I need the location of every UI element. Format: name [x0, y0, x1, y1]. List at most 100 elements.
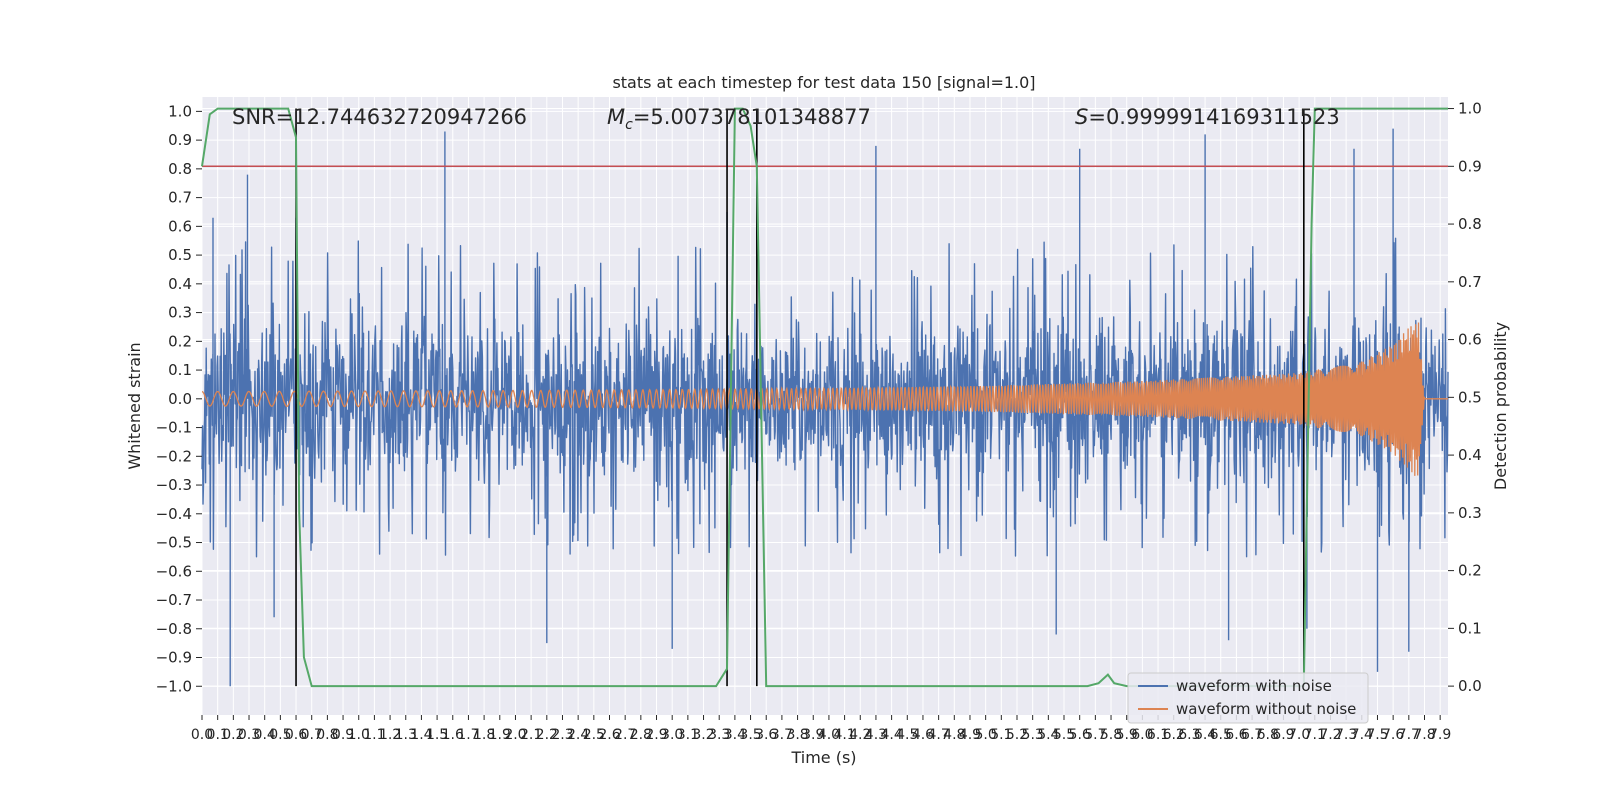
- x-tick-label: 2.8: [630, 727, 652, 743]
- x-tick-label: 3.9: [802, 727, 824, 743]
- x-tick-label: 2.1: [520, 727, 542, 743]
- x-tick-label: 0.0: [191, 727, 213, 743]
- x-tick-label: 2.3: [551, 727, 573, 743]
- y2-tick-label: 0.6: [1458, 331, 1482, 349]
- y2-tick-label: 0.4: [1458, 446, 1482, 464]
- x-tick-label: 7.5: [1366, 727, 1388, 743]
- y-tick-label: 0.1: [168, 361, 192, 379]
- x-tick-label: 1.3: [395, 727, 417, 743]
- y-tick-label: −0.6: [156, 562, 192, 580]
- x-tick-label: 3.4: [724, 727, 746, 743]
- x-tick-label: 0.4: [254, 727, 276, 743]
- x-tick-label: 6.8: [1257, 727, 1279, 743]
- y-tick-label: −1.0: [156, 677, 192, 695]
- y-tick-label: 0.8: [168, 160, 192, 178]
- y2-tick-label: 0.8: [1458, 215, 1482, 233]
- x-tick-label: 6.9: [1272, 727, 1294, 743]
- y-tick-label: 0.0: [168, 390, 192, 408]
- x-tick-label: 0.5: [269, 727, 291, 743]
- x-tick-label: 3.8: [786, 727, 808, 743]
- y2-tick-label: 0.2: [1458, 562, 1482, 580]
- x-tick-label: 1.6: [442, 727, 464, 743]
- x-tick-label: 6.0: [1131, 727, 1153, 743]
- x-tick-label: 0.7: [301, 727, 323, 743]
- y-tick-label: −0.3: [156, 476, 192, 494]
- y-tick-label: −0.8: [156, 620, 192, 638]
- x-tick-label: 7.4: [1351, 727, 1373, 743]
- x-tick-label: 4.6: [912, 727, 934, 743]
- x-tick-label: 1.4: [410, 727, 432, 743]
- x-tick-label: 6.4: [1194, 727, 1216, 743]
- x-tick-label: 0.3: [238, 727, 260, 743]
- x-tick-label: 6.5: [1210, 727, 1232, 743]
- x-tick-label: 1.1: [363, 727, 385, 743]
- axis-ticks: −1.0 −0.9 −0.8 −0.7 −0.6 −0.5 −0.4 −0.3 −0.2 −0.1…: [156, 100, 1482, 743]
- y-tick-label: −0.4: [156, 505, 192, 523]
- x-tick-label: 6.2: [1163, 727, 1185, 743]
- x-tick-label: 7.0: [1288, 727, 1310, 743]
- x-tick-label: 5.0: [975, 727, 997, 743]
- x-tick-label: 0.6: [285, 727, 307, 743]
- x-tick-label: 5.1: [990, 727, 1012, 743]
- y-tick-label: 0.4: [168, 275, 192, 293]
- chirp-mass-subscript: c: [625, 117, 633, 133]
- x-tick-label: 4.5: [896, 727, 918, 743]
- legend: waveform with noise waveform without noi…: [1127, 672, 1369, 724]
- x-tick-label: 6.3: [1178, 727, 1200, 743]
- y-tick-label: −0.9: [156, 649, 192, 667]
- series-waveform-without-noise: [201, 322, 1448, 476]
- x-tick-label: 4.7: [927, 727, 949, 743]
- y-tick-label: −0.1: [156, 419, 192, 437]
- chart-title: stats at each timestep for test data 150…: [612, 73, 1035, 92]
- y2-tick-label: 0.3: [1458, 504, 1482, 522]
- y2-axis-label: Detection probability: [1491, 322, 1510, 490]
- x-tick-label: 0.8: [316, 727, 338, 743]
- x-tick-label: 3.6: [755, 727, 777, 743]
- x-tick-label: 2.4: [567, 727, 589, 743]
- x-tick-label: 7.1: [1304, 727, 1326, 743]
- x-tick-label: 1.0: [348, 727, 370, 743]
- y-tick-label: 0.9: [168, 131, 192, 149]
- legend-label-clean: waveform without noise: [1176, 700, 1356, 718]
- x-tick-label: 4.0: [818, 727, 840, 743]
- x-tick-label: 6.6: [1225, 727, 1247, 743]
- y-tick-label: 0.3: [168, 304, 192, 322]
- x-tick-label: 5.8: [1100, 727, 1122, 743]
- x-tick-label: 1.5: [426, 727, 448, 743]
- x-tick-label: 7.6: [1382, 727, 1404, 743]
- x-tick-label: 3.1: [677, 727, 699, 743]
- x-tick-label: 0.9: [332, 727, 354, 743]
- x-tick-label: 7.9: [1429, 727, 1451, 743]
- x-tick-label: 3.3: [708, 727, 730, 743]
- chirp-mass-value: =5.007378101348877: [633, 105, 871, 129]
- y2-tick-label: 0.9: [1458, 157, 1482, 175]
- x-tick-label: 2.9: [645, 727, 667, 743]
- x-tick-label: 2.5: [583, 727, 605, 743]
- y-tick-label: 1.0: [168, 102, 192, 120]
- x-tick-label: 5.4: [1037, 727, 1059, 743]
- x-tick-label: 1.9: [489, 727, 511, 743]
- x-tick-label: 1.8: [473, 727, 495, 743]
- score-value: =0.9999914169311523: [1088, 105, 1339, 129]
- x-tick-label: 2.0: [504, 727, 526, 743]
- snr-annotation: SNR=12.744632720947266: [232, 105, 527, 129]
- y2-tick-label: 1.0: [1458, 100, 1482, 118]
- x-tick-label: 3.2: [692, 727, 714, 743]
- x-tick-label: 7.2: [1319, 727, 1341, 743]
- x-tick-label: 7.3: [1335, 727, 1357, 743]
- y-tick-label: −0.7: [156, 591, 192, 609]
- x-tick-label: 7.8: [1413, 727, 1435, 743]
- score-symbol: S: [1075, 105, 1088, 129]
- x-tick-label: 4.8: [943, 727, 965, 743]
- x-tick-label: 5.9: [1116, 727, 1138, 743]
- chirp-mass-annotation: Mc=5.007378101348877: [607, 105, 871, 133]
- legend-box: [1127, 672, 1369, 724]
- x-tick-label: 4.2: [849, 727, 871, 743]
- x-tick-label: 2.7: [614, 727, 636, 743]
- x-tick-label: 5.6: [1069, 727, 1091, 743]
- x-tick-label: 3.5: [739, 727, 761, 743]
- y2-tick-label: 0.1: [1458, 619, 1482, 637]
- x-tick-label: 1.2: [379, 727, 401, 743]
- y-axis-label: Whitened strain: [125, 342, 144, 469]
- legend-label-noise: waveform with noise: [1176, 677, 1332, 695]
